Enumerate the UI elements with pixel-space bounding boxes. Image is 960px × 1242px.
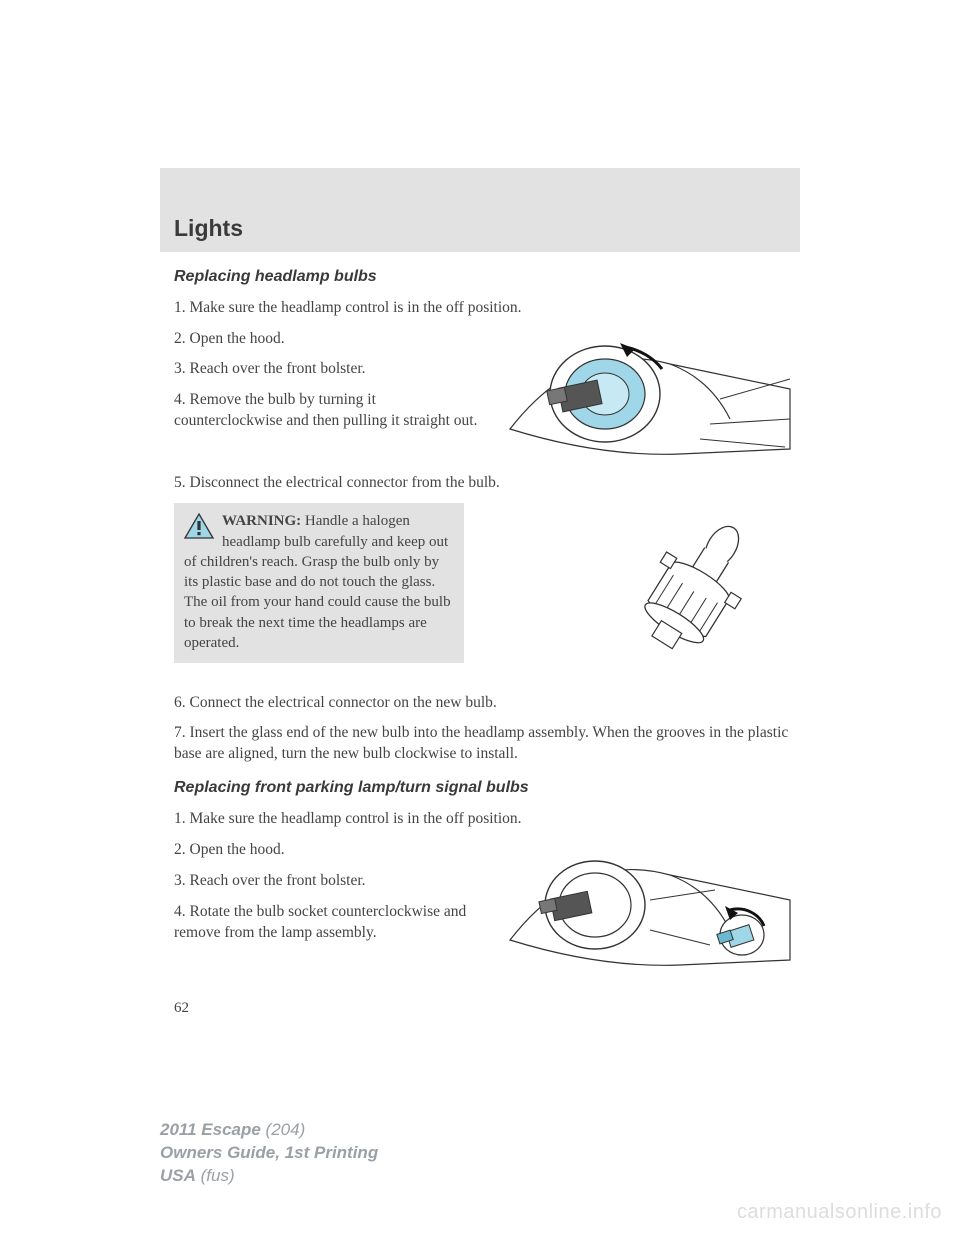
figure-headlamp-remove (500, 329, 800, 459)
warning-triangle-icon (184, 513, 214, 539)
section-header-band: Lights (160, 168, 800, 252)
step-row-with-figure: 2. Open the hood. 3. Reach over the fron… (174, 329, 800, 459)
step-text: 2. Open the hood. (174, 329, 482, 350)
subheading-replacing-headlamp: Replacing headlamp bulbs (174, 266, 800, 288)
footer-region: USA (160, 1166, 196, 1185)
step-text: 3. Reach over the front bolster. (174, 871, 482, 892)
page-content: Replacing headlamp bulbs 1. Make sure th… (160, 252, 800, 1018)
warning-text: Handle a halogen headlamp bulb carefully… (184, 513, 451, 651)
footer-block: 2011 Escape (204) Owners Guide, 1st Prin… (160, 1119, 378, 1188)
step-column: 2. Open the hood. 3. Reach over the fron… (174, 840, 482, 954)
figure-parking-bulb (500, 840, 800, 970)
watermark-text: carmanualsonline.info (737, 1201, 942, 1224)
step-text: 3. Reach over the front bolster. (174, 359, 482, 380)
step-text: 5. Disconnect the electrical connector f… (174, 473, 522, 494)
footer-model: 2011 Escape (160, 1120, 261, 1139)
section-header-title: Lights (174, 215, 243, 242)
footer-guide: Owners Guide, 1st Printing (160, 1142, 378, 1165)
step-text: 6. Connect the electrical connector on t… (174, 693, 800, 714)
step-text: 2. Open the hood. (174, 840, 482, 861)
footer-line: 2011 Escape (204) (160, 1119, 378, 1142)
step-text: 1. Make sure the headlamp control is in … (174, 298, 800, 319)
footer-code: (204) (261, 1120, 305, 1139)
step-text: 1. Make sure the headlamp control is in … (174, 809, 800, 830)
step-column: 2. Open the hood. 3. Reach over the fron… (174, 329, 482, 443)
page-number: 62 (174, 998, 800, 1018)
footer-line: USA (fus) (160, 1165, 378, 1188)
step-text: 7. Insert the glass end of the new bulb … (174, 723, 800, 765)
figure-bulb (540, 473, 800, 673)
step-text: 4. Rotate the bulb socket counterclockwi… (174, 902, 482, 944)
step-row-with-figure: 5. Disconnect the electrical connector f… (174, 473, 800, 673)
step-text: 4. Remove the bulb by turning it counter… (174, 390, 482, 432)
footer-region-code: (fus) (196, 1166, 235, 1185)
step-column: 5. Disconnect the electrical connector f… (174, 473, 522, 664)
warning-callout: WARNING: Handle a halogen headlamp bulb … (174, 503, 464, 663)
warning-label: WARNING: (222, 513, 301, 529)
step-row-with-figure: 2. Open the hood. 3. Reach over the fron… (174, 840, 800, 970)
subheading-replacing-parking: Replacing front parking lamp/turn signal… (174, 777, 800, 799)
manual-page: Lights Replacing headlamp bulbs 1. Make … (160, 168, 800, 1018)
